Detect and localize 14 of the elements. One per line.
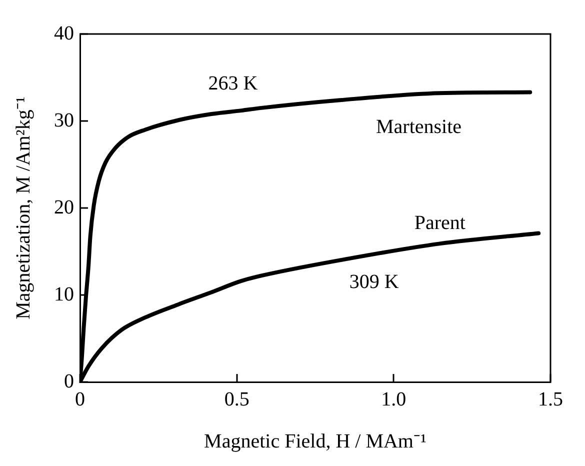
x-tick-label: 1.5 xyxy=(538,388,563,410)
x-tick-label: 1.0 xyxy=(381,388,406,410)
annotation: Parent xyxy=(414,212,466,234)
x-axis-title: Magnetic Field, H / MAm⁻¹ xyxy=(204,430,426,452)
y-tick-label: 10 xyxy=(54,283,74,306)
y-axis-title: Magnetization, M /Am²kg⁻¹ xyxy=(12,96,34,320)
y-tick-label: 30 xyxy=(54,109,74,132)
y-tick-label: 0 xyxy=(64,370,74,392)
annotation: Martensite xyxy=(376,116,462,138)
x-tick-label: 0.5 xyxy=(224,388,250,410)
y-tick-label: 20 xyxy=(54,196,74,218)
y-tick-label: 40 xyxy=(54,22,74,44)
annotation: 263 K xyxy=(208,72,258,95)
annotation: 309 K xyxy=(349,271,400,294)
